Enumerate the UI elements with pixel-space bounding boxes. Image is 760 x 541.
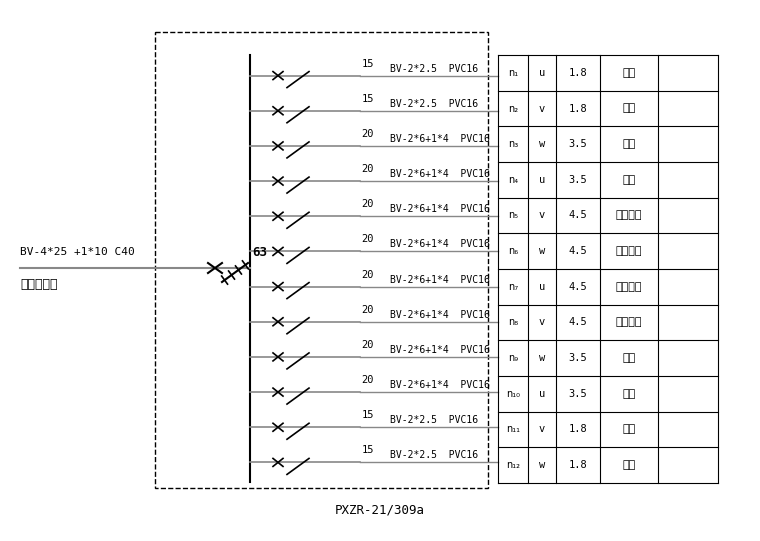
Text: w: w bbox=[539, 246, 545, 256]
Text: 15: 15 bbox=[362, 445, 374, 456]
Text: BV-2*6+1*4  PVC16: BV-2*6+1*4 PVC16 bbox=[390, 380, 490, 390]
Text: v: v bbox=[539, 103, 545, 114]
Text: 接市政电源: 接市政电源 bbox=[20, 278, 58, 291]
Text: 20: 20 bbox=[362, 269, 374, 280]
Text: 4.5: 4.5 bbox=[568, 210, 587, 221]
Text: n₁₀: n₁₀ bbox=[506, 389, 520, 399]
Text: 63: 63 bbox=[252, 246, 267, 259]
Text: n₇: n₇ bbox=[508, 282, 518, 292]
Text: 20: 20 bbox=[362, 199, 374, 209]
Text: w: w bbox=[539, 460, 545, 470]
Text: w: w bbox=[539, 139, 545, 149]
Text: 20: 20 bbox=[362, 340, 374, 350]
Text: 插座: 插座 bbox=[622, 139, 635, 149]
Text: 3.5: 3.5 bbox=[568, 353, 587, 363]
Text: 1.8: 1.8 bbox=[568, 103, 587, 114]
Text: n₄: n₄ bbox=[508, 175, 518, 185]
Text: w: w bbox=[539, 353, 545, 363]
Text: 15: 15 bbox=[362, 94, 374, 104]
Text: 15: 15 bbox=[362, 410, 374, 420]
Text: v: v bbox=[539, 210, 545, 221]
Text: BV-2*6+1*4  PVC16: BV-2*6+1*4 PVC16 bbox=[390, 169, 490, 179]
Text: 空调插座: 空调插座 bbox=[616, 282, 642, 292]
Text: 1.8: 1.8 bbox=[568, 68, 587, 78]
Text: BV-2*2.5  PVC16: BV-2*2.5 PVC16 bbox=[390, 64, 478, 74]
Text: n₃: n₃ bbox=[508, 139, 518, 149]
Text: 20: 20 bbox=[362, 375, 374, 385]
Text: 空调插座: 空调插座 bbox=[616, 318, 642, 327]
Text: u: u bbox=[539, 282, 545, 292]
Text: 3.5: 3.5 bbox=[568, 389, 587, 399]
Text: v: v bbox=[539, 425, 545, 434]
Text: n₅: n₅ bbox=[508, 210, 518, 221]
Text: 1.8: 1.8 bbox=[568, 425, 587, 434]
Text: 1.8: 1.8 bbox=[568, 460, 587, 470]
Text: 3.5: 3.5 bbox=[568, 139, 587, 149]
Text: BV-2*2.5  PVC16: BV-2*2.5 PVC16 bbox=[390, 415, 478, 425]
Text: BV-2*6+1*4  PVC16: BV-2*6+1*4 PVC16 bbox=[390, 134, 490, 144]
Text: 20: 20 bbox=[362, 129, 374, 139]
Text: n₁: n₁ bbox=[508, 68, 518, 78]
Text: 20: 20 bbox=[362, 234, 374, 245]
Text: 4.5: 4.5 bbox=[568, 282, 587, 292]
Text: BV-2*2.5  PVC16: BV-2*2.5 PVC16 bbox=[390, 99, 478, 109]
Text: BV-2*2.5  PVC16: BV-2*2.5 PVC16 bbox=[390, 451, 478, 460]
Text: n₂: n₂ bbox=[508, 103, 518, 114]
Text: 15: 15 bbox=[362, 58, 374, 69]
Text: 插座: 插座 bbox=[622, 353, 635, 363]
Text: BV-2*6+1*4  PVC16: BV-2*6+1*4 PVC16 bbox=[390, 345, 490, 355]
Text: v: v bbox=[539, 318, 545, 327]
Text: u: u bbox=[539, 389, 545, 399]
Text: 插座: 插座 bbox=[622, 175, 635, 185]
Text: 20: 20 bbox=[362, 164, 374, 174]
Text: 插座: 插座 bbox=[622, 389, 635, 399]
Text: 3.5: 3.5 bbox=[568, 175, 587, 185]
Text: 4.5: 4.5 bbox=[568, 318, 587, 327]
Text: 路灯: 路灯 bbox=[622, 425, 635, 434]
Text: n₈: n₈ bbox=[508, 318, 518, 327]
Text: 20: 20 bbox=[362, 305, 374, 315]
Text: n₁₂: n₁₂ bbox=[506, 460, 520, 470]
Text: n₁₁: n₁₁ bbox=[506, 425, 520, 434]
Text: u: u bbox=[539, 68, 545, 78]
Text: PXZR-21/309a: PXZR-21/309a bbox=[335, 504, 425, 517]
Text: 空调插座: 空调插座 bbox=[616, 246, 642, 256]
Text: 空调插座: 空调插座 bbox=[616, 210, 642, 221]
Text: BV-4*25 +1*10 C40: BV-4*25 +1*10 C40 bbox=[20, 247, 135, 257]
Text: 照明: 照明 bbox=[622, 103, 635, 114]
Text: 照明: 照明 bbox=[622, 460, 635, 470]
Text: n₆: n₆ bbox=[508, 246, 518, 256]
Text: BV-2*6+1*4  PVC16: BV-2*6+1*4 PVC16 bbox=[390, 204, 490, 214]
Text: BV-2*6+1*4  PVC16: BV-2*6+1*4 PVC16 bbox=[390, 275, 490, 285]
Text: 4.5: 4.5 bbox=[568, 246, 587, 256]
Text: BV-2*6+1*4  PVC16: BV-2*6+1*4 PVC16 bbox=[390, 240, 490, 249]
Text: n₉: n₉ bbox=[508, 353, 518, 363]
Text: 路灯: 路灯 bbox=[622, 68, 635, 78]
Text: u: u bbox=[539, 175, 545, 185]
Text: BV-2*6+1*4  PVC16: BV-2*6+1*4 PVC16 bbox=[390, 310, 490, 320]
